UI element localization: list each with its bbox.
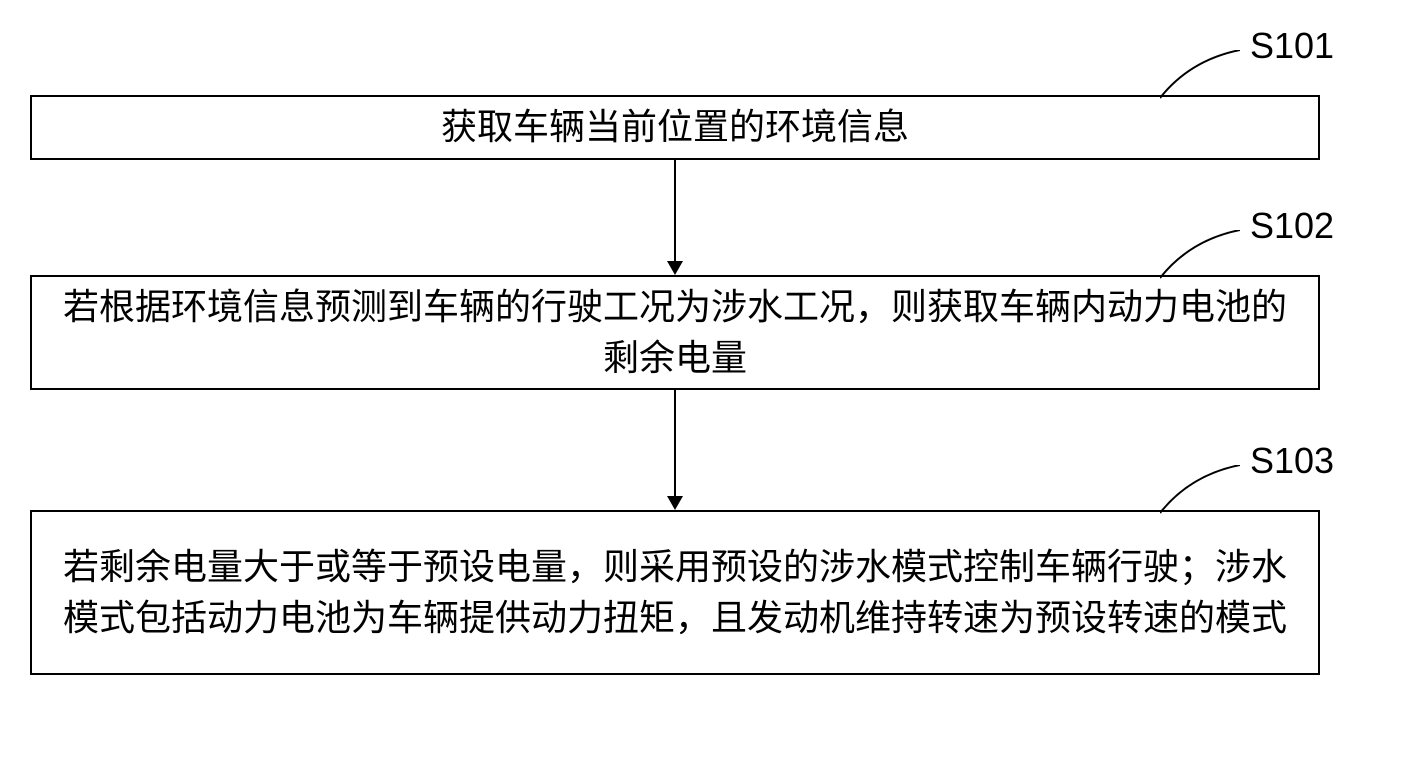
step-box-s102: 若根据环境信息预测到车辆的行驶工况为涉水工况，则获取车辆内动力电池的剩余电量 <box>30 275 1320 390</box>
step-text-s102: 若根据环境信息预测到车辆的行驶工况为涉水工况，则获取车辆内动力电池的剩余电量 <box>52 282 1298 383</box>
arrow-s101-s102 <box>674 160 676 261</box>
flowchart-container: 获取车辆当前位置的环境信息 S101 若根据环境信息预测到车辆的行驶工况为涉水工… <box>0 0 1402 762</box>
step-text-s101: 获取车辆当前位置的环境信息 <box>441 102 909 152</box>
step-box-s101: 获取车辆当前位置的环境信息 <box>30 95 1320 160</box>
step-label-s102: S102 <box>1250 205 1334 247</box>
label-connector-s102 <box>1160 230 1240 280</box>
arrow-head-s101-s102 <box>667 261 683 275</box>
step-text-s103: 若剩余电量大于或等于预设电量，则采用预设的涉水模式控制车辆行驶；涉水模式包括动力… <box>52 542 1298 643</box>
step-label-s101: S101 <box>1250 25 1334 67</box>
arrow-s102-s103 <box>674 390 676 496</box>
label-connector-s103 <box>1160 465 1240 515</box>
arrow-head-s102-s103 <box>667 496 683 510</box>
step-box-s103: 若剩余电量大于或等于预设电量，则采用预设的涉水模式控制车辆行驶；涉水模式包括动力… <box>30 510 1320 675</box>
step-label-s103: S103 <box>1250 440 1334 482</box>
label-connector-s101 <box>1160 50 1240 100</box>
